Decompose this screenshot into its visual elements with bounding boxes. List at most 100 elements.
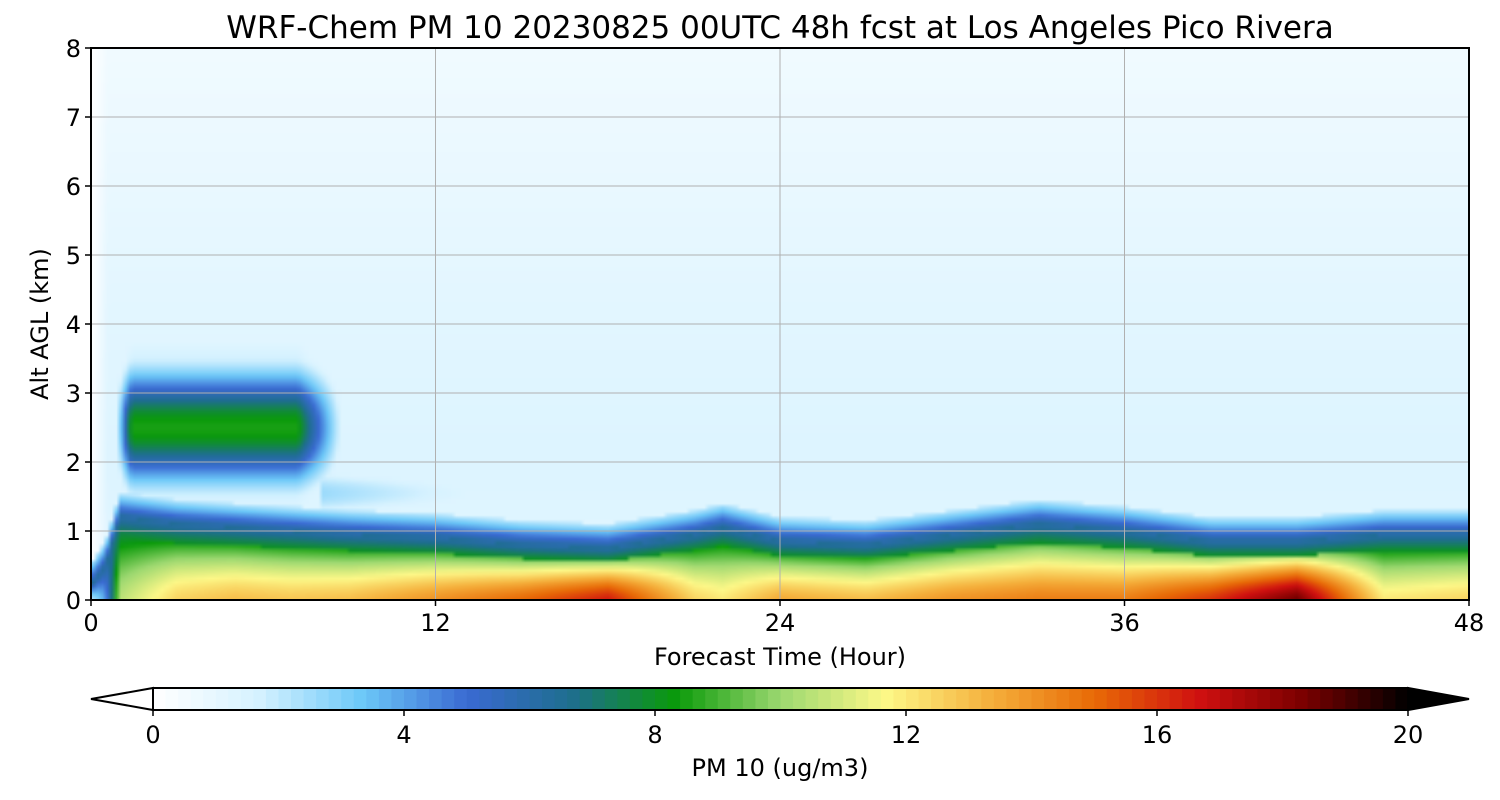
colorbar-bin	[579, 688, 593, 710]
colorbar-bin	[705, 688, 719, 710]
colorbar-bin	[931, 688, 945, 710]
plot-area	[90, 47, 1470, 601]
colorbar-bin	[441, 688, 455, 710]
colorbar-bin	[1169, 688, 1183, 710]
colorbar-bin	[529, 688, 543, 710]
colorbar-bin	[165, 688, 179, 710]
colorbar-bin	[1320, 688, 1334, 710]
colorbar-bin	[1106, 688, 1120, 710]
colorbar-bin	[466, 688, 480, 710]
colorbar-bin	[780, 688, 794, 710]
colorbar-bin	[1370, 688, 1384, 710]
colorbar-bin	[1044, 688, 1058, 710]
colorbar-bin	[1018, 688, 1033, 710]
colorbar-bin	[604, 688, 618, 710]
colorbar-bin	[1094, 688, 1108, 710]
x-tick-label: 12	[420, 609, 451, 637]
y-tick-label: 5	[66, 242, 81, 270]
colorbar-bin	[730, 688, 744, 710]
colorbar-bin	[642, 688, 656, 710]
colorbar-bin	[1382, 688, 1397, 710]
colorbar-bin	[240, 688, 254, 710]
colorbar-bin	[265, 688, 280, 710]
colorbar-bin	[328, 688, 342, 710]
colorbar-bin	[1232, 688, 1246, 710]
colorbar-bin	[353, 688, 367, 710]
colorbar-bin	[993, 688, 1007, 710]
colorbar-tick-label: 12	[891, 721, 922, 749]
colorbar-bin	[1269, 688, 1284, 710]
colorbar-tick-label: 4	[396, 721, 411, 749]
x-axis-label: Forecast Time (Hour)	[654, 643, 906, 671]
colorbar-tick-label: 16	[1142, 721, 1173, 749]
colorbar-bin	[228, 688, 242, 710]
colorbar-bin	[1219, 688, 1233, 710]
colorbar-tick-label: 0	[145, 721, 160, 749]
colorbar-bin	[805, 688, 819, 710]
colorbar-bin	[1282, 688, 1296, 710]
colorbar-bin	[479, 688, 493, 710]
colorbar-bin	[567, 688, 581, 710]
y-tick-label: 2	[66, 449, 81, 477]
colorbar-bin	[1006, 688, 1020, 710]
colorbar-bin	[981, 688, 995, 710]
colorbar-bin	[203, 688, 217, 710]
colorbar-bin	[843, 688, 857, 710]
colorbar-bin	[1144, 688, 1158, 710]
colorbar-ticks: 0 4 8 12 16 20	[145, 710, 1423, 749]
colorbar-bin	[454, 688, 468, 710]
colorbar-bin	[1081, 688, 1095, 710]
y-tick-label: 1	[66, 518, 81, 546]
colorbar-label: PM 10 (ug/m3)	[692, 754, 869, 782]
colorbar-bin	[1031, 688, 1045, 710]
colorbar-bin	[956, 688, 970, 710]
colorbar-bin	[1194, 688, 1208, 710]
colorbar-bin	[215, 688, 229, 710]
colorbar-bin	[316, 688, 330, 710]
colorbar-bin	[717, 688, 731, 710]
chart-title: WRF-Chem PM 10 20230825 00UTC 48h fcst a…	[226, 10, 1333, 46]
colorbar-bin	[868, 688, 882, 710]
colorbar-bin	[416, 688, 430, 710]
x-tick-label: 36	[1109, 609, 1140, 637]
colorbar-bin	[793, 688, 807, 710]
colorbar-bin	[1295, 688, 1309, 710]
y-axis-ticks: 0 1 2 3 4 5 6 7 8	[66, 35, 91, 615]
colorbar-bin	[592, 688, 606, 710]
colorbar-bin	[1395, 688, 1409, 710]
colorbar-bin	[303, 688, 317, 710]
colorbar-bin	[1207, 688, 1221, 710]
colorbar-bin	[1056, 688, 1070, 710]
colorbar-bin	[1069, 688, 1083, 710]
colorbar-bin	[1119, 688, 1133, 710]
colorbar-bin	[291, 688, 305, 710]
colorbar-bin	[1357, 688, 1371, 710]
colorbar-tick-label: 20	[1393, 721, 1424, 749]
colorbar-bin	[554, 688, 568, 710]
colorbar-bin	[178, 688, 192, 710]
colorbar-bin	[943, 688, 957, 710]
colorbar-bin	[278, 688, 292, 710]
colorbar-bin	[1182, 688, 1196, 710]
colorbar-bin	[818, 688, 832, 710]
colorbar-bin	[855, 688, 869, 710]
colorbar-bin	[692, 688, 706, 710]
colorbar-bin	[429, 688, 443, 710]
colorbar-bin	[906, 688, 920, 710]
y-axis-label: Alt AGL (km)	[26, 248, 54, 400]
colorbar-bin	[1332, 688, 1346, 710]
colorbar-bin	[153, 688, 167, 710]
colorbar-bin	[617, 688, 631, 710]
colorbar-bin	[253, 688, 267, 710]
y-tick-label: 6	[66, 173, 81, 201]
colorbar-bin	[190, 688, 204, 710]
colorbar-bin	[742, 688, 756, 710]
y-tick-label: 3	[66, 380, 81, 408]
colorbar-frame	[152, 687, 1409, 711]
colorbar-bin	[341, 688, 355, 710]
colorbar-bin	[880, 688, 895, 710]
x-axis-ticks: 0 12 24 36 48	[83, 600, 1484, 637]
colorbar-bin	[516, 688, 531, 710]
x-tick-label: 0	[83, 609, 98, 637]
